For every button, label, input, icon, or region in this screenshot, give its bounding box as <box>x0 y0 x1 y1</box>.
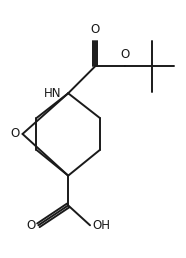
Text: O: O <box>26 219 36 232</box>
Text: HN: HN <box>44 87 61 100</box>
Text: O: O <box>10 127 20 140</box>
Text: O: O <box>120 47 129 61</box>
Text: O: O <box>90 23 100 36</box>
Text: OH: OH <box>92 219 110 232</box>
